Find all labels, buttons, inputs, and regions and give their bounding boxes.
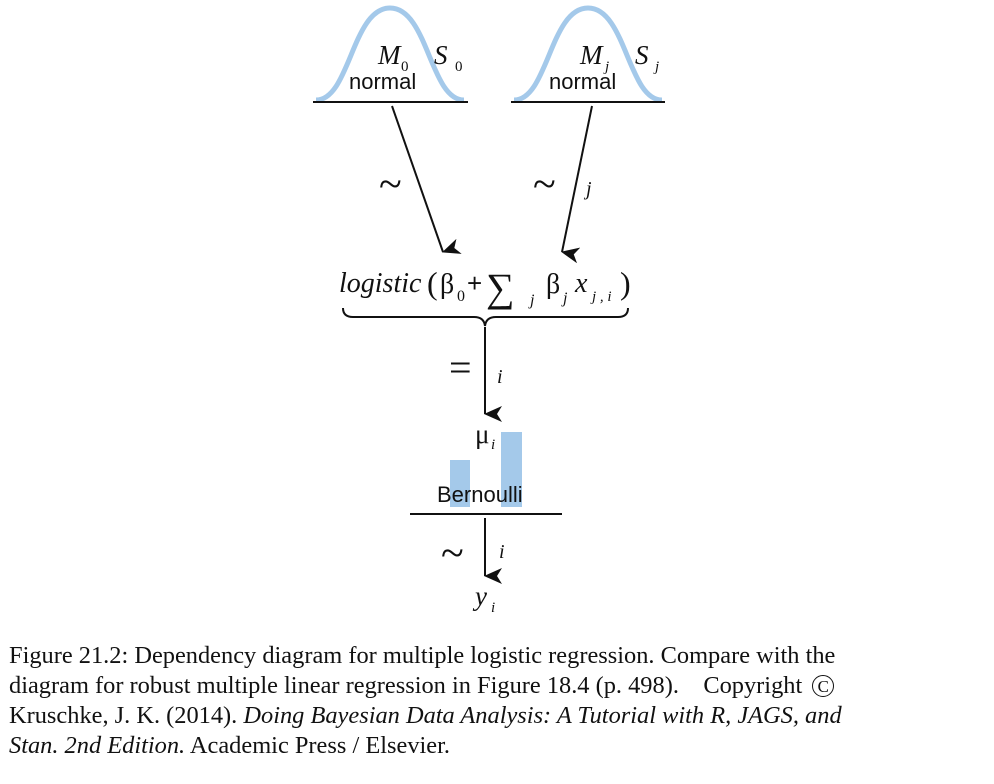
normal-curve-right xyxy=(513,5,663,103)
citation-title-cont: Stan. 2nd Edition. xyxy=(9,732,186,759)
y-symbol: y xyxy=(472,581,487,611)
citation-title: Doing Bayesian Data Analysis: A Tutorial… xyxy=(243,702,842,729)
equals-sign: = xyxy=(449,345,472,390)
x-sub: j , i xyxy=(590,289,612,305)
dist-label-bernoulli: Bernoulli xyxy=(437,482,523,507)
caption-line-2: diagram for robust multiple linear regre… xyxy=(9,671,989,701)
mu-symbol: μ xyxy=(475,419,489,449)
caption-line-4: Stan. 2nd Edition. Academic Press / Else… xyxy=(9,731,989,761)
logistic-label: logistic xyxy=(339,268,422,299)
x-variable: x xyxy=(574,268,588,299)
param-mean-right: M xyxy=(579,40,604,70)
betaj-sub: j xyxy=(561,290,568,307)
arrow-intercept xyxy=(391,105,462,254)
open-paren: ( xyxy=(427,265,438,301)
copyright-word: Copyright xyxy=(703,672,803,699)
sum-symbol: ∑ xyxy=(486,265,515,310)
figure-caption: Figure 21.2: Dependency diagram for mult… xyxy=(9,641,989,761)
param-mean-left-sub: 0 xyxy=(401,59,409,75)
prior-slope-distribution: M j S j normal xyxy=(511,5,665,103)
citation-author: Kruschke, J. K. (2014). xyxy=(9,702,244,729)
index-i-equals: i xyxy=(497,366,503,388)
plus-sign: + xyxy=(467,268,482,298)
dependency-diagram: M 0 S 0 normal M j S j normal ~ ~ j logi… xyxy=(313,5,665,616)
close-paren: ) xyxy=(620,265,631,301)
caption-line-1: Figure 21.2: Dependency diagram for mult… xyxy=(9,642,836,669)
beta0-sub: 0 xyxy=(457,288,465,305)
index-i-bottom: i xyxy=(499,541,505,563)
link-function: logistic ( β 0 + ∑ j β j x j , i ) xyxy=(339,265,631,310)
citation-publisher: Academic Press / Elsevier. xyxy=(185,732,450,759)
param-sd-right: S xyxy=(635,40,649,70)
likelihood-distribution: Bernoulli xyxy=(410,432,562,515)
underbrace xyxy=(342,307,629,327)
caption-line-3: Kruschke, J. K. (2014). Doing Bayesian D… xyxy=(9,701,989,731)
tilde-bottom: ~ xyxy=(441,531,464,577)
dist-label-left: normal xyxy=(349,69,416,94)
param-sd-right-sub: j xyxy=(653,59,659,75)
mu-sub: i xyxy=(491,437,495,453)
param-mean-right-sub: j xyxy=(603,59,609,75)
sum-sub: j xyxy=(528,292,535,309)
arrow-slope xyxy=(561,105,593,264)
dist-label-right: normal xyxy=(549,69,616,94)
param-sd-left-sub: 0 xyxy=(455,59,463,75)
bernoulli-bar-1 xyxy=(501,432,522,507)
normal-curve-left xyxy=(315,5,465,103)
prior-intercept-distribution: M 0 S 0 normal xyxy=(313,5,468,103)
tilde-left: ~ xyxy=(379,162,402,208)
bernoulli-bar-0 xyxy=(450,460,470,507)
param-mean-left: M xyxy=(377,40,402,70)
betaj: β xyxy=(546,269,560,300)
copyright-icon: C xyxy=(812,675,835,697)
tilde-right: ~ xyxy=(533,162,556,208)
caption-line-2-text: diagram for robust multiple linear regre… xyxy=(9,672,679,699)
param-sd-left: S xyxy=(434,40,448,70)
y-sub: i xyxy=(491,600,495,616)
beta0: β xyxy=(440,269,454,300)
index-j: j xyxy=(583,178,592,200)
